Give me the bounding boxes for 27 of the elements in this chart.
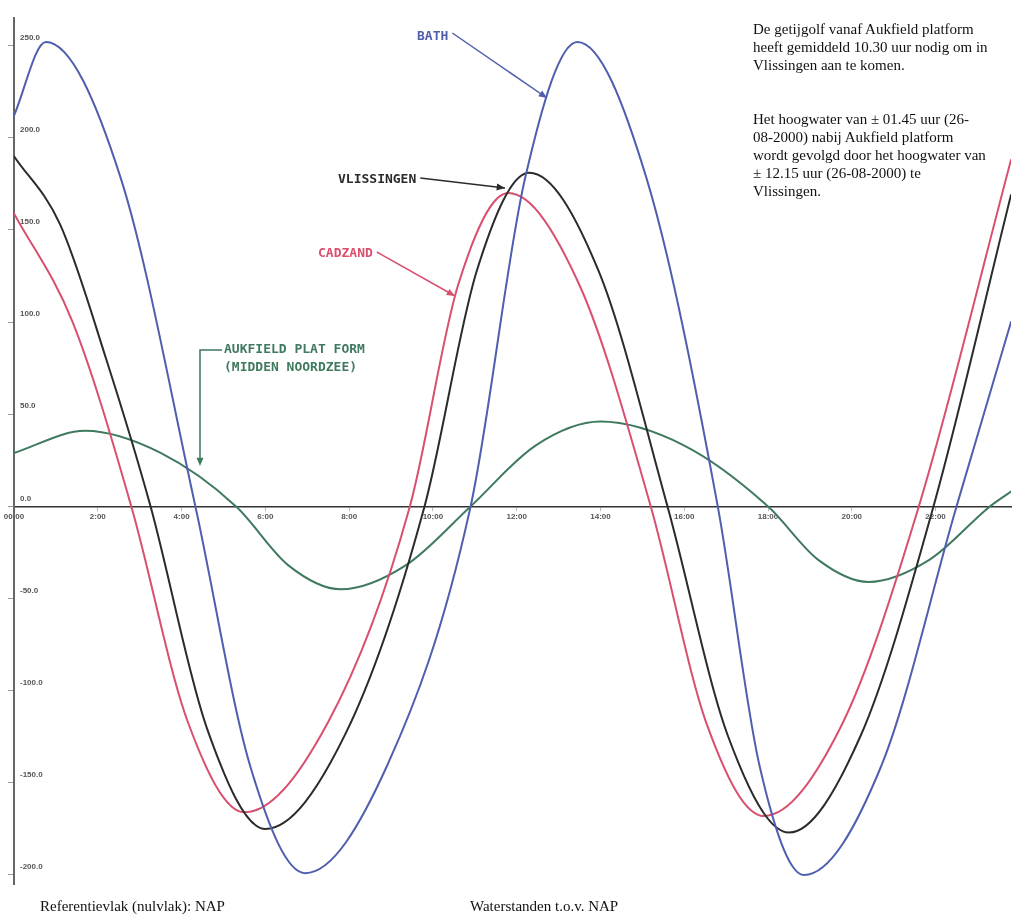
- y-tick-label: 100.0: [20, 309, 41, 319]
- x-tick-label: 14:00: [590, 512, 612, 522]
- text: AUKFIELD PLAT FORM (MIDDEN NOORDZEE): [224, 341, 366, 375]
- y-tick-label: 200.0: [20, 125, 41, 134]
- y-tick-label: 250.0: [20, 32, 41, 42]
- text: Waterstanden t.o.v. NAP: [470, 897, 620, 915]
- y-tick-label: 0.0: [20, 493, 32, 503]
- text: BATH: [417, 28, 449, 44]
- y-tick-label: -100.0: [20, 677, 44, 687]
- y-tick-label: -150.0: [20, 770, 44, 780]
- y-tick-label: 50.0: [20, 401, 37, 411]
- x-tick-label: 8:00: [341, 512, 358, 522]
- y-tick-label: -50.0: [20, 585, 39, 595]
- x-tick-label: 4:00: [173, 512, 191, 522]
- x-tick-label: 12:00: [506, 512, 528, 522]
- annotation: De getijgolf vanaf Aukfield platform heeft gemiddeld 10.30 uur nodig om in Vlissingen aan te komen.: [753, 20, 988, 74]
- annotation: Het hoogwater van ± 01.45 uur (26-08-2000) nabij Aukfield platform wordt gevolgd door het hoogwater van ± 12.15 uur (26-08-2000) te Vlissingen.: [753, 110, 987, 200]
- x-tick-label: 20:00: [841, 512, 863, 522]
- y-tick-label: 150.0: [20, 217, 41, 227]
- text: CADZAND: [318, 245, 373, 261]
- x-tick-label: 6:00: [257, 512, 274, 522]
- text: VLISSINGEN: [338, 171, 417, 187]
- y-tick-label: -200.0: [20, 862, 44, 872]
- text: Referentievlak (nulvlak): NAP: [40, 897, 226, 915]
- x-tick-label: 10:00: [422, 512, 444, 522]
- x-tick-label: 2:00: [89, 512, 107, 522]
- x-tick-label: 16:00: [674, 512, 696, 522]
